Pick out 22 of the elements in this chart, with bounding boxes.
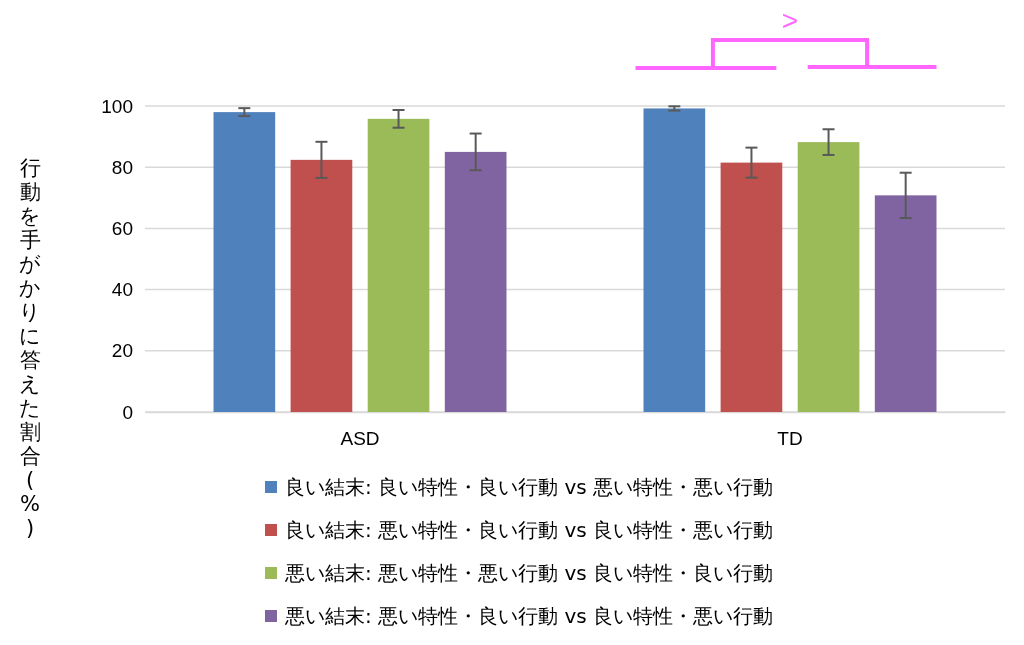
- bar: [444, 151, 507, 412]
- y-tick-label: 60: [111, 217, 133, 239]
- y-tick-label: 20: [111, 340, 133, 362]
- legend-label: 良い結末: 悪い特性・良い行動 vs 良い特性・悪い行動: [285, 518, 774, 542]
- legend-label: 良い結末: 良い特性・良い行動 vs 悪い特性・悪い行動: [285, 475, 774, 499]
- bar: [797, 142, 860, 412]
- bar: [290, 159, 353, 412]
- bar: [213, 112, 276, 412]
- legend-label: 悪い結末: 悪い特性・良い行動 vs 良い特性・悪い行動: [284, 604, 774, 628]
- y-tick-label: 0: [122, 401, 133, 423]
- x-tick-label: TD: [777, 428, 803, 450]
- text: 行動を手がかりに答えた割合(%): [19, 156, 41, 540]
- y-tick-label: 40: [111, 279, 133, 301]
- x-tick-label: ASD: [340, 428, 380, 450]
- y-tick-label: 80: [111, 156, 133, 178]
- bar: [874, 195, 937, 412]
- legend-label: 悪い結末: 悪い特性・悪い行動 vs 良い特性・良い行動: [284, 561, 774, 585]
- y-tick-label: 100: [101, 95, 133, 117]
- text: >: [781, 5, 799, 36]
- bar: [643, 108, 706, 412]
- bar: [367, 118, 430, 412]
- bar: [720, 162, 783, 412]
